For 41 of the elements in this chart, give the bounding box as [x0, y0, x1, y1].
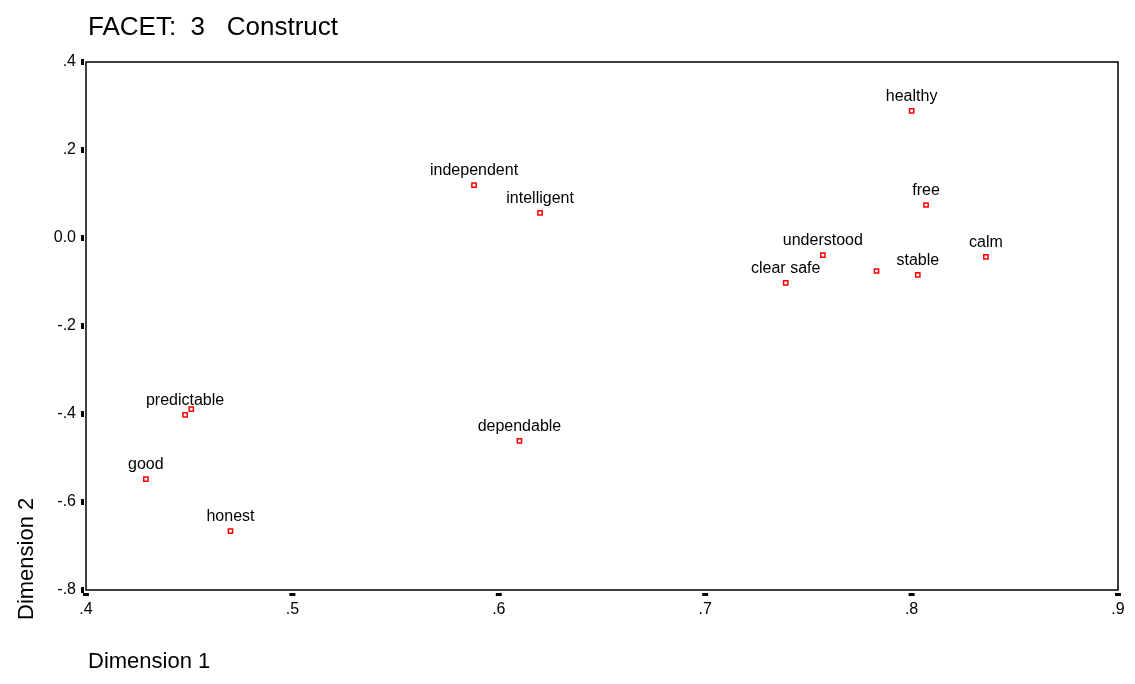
annotation: independent	[429, 161, 519, 179]
x-tick-label: .8	[904, 600, 919, 618]
x-tick-label: .6	[492, 600, 506, 618]
x-tick-label: .7	[698, 600, 712, 618]
annotation: calm	[969, 232, 1003, 250]
point	[537, 210, 543, 216]
point	[983, 254, 989, 260]
chart-title: FACET: 3 Construct	[88, 11, 339, 41]
point	[782, 280, 789, 286]
y-tick-label: .2	[62, 140, 77, 158]
point	[819, 252, 826, 259]
point	[914, 272, 921, 278]
y-tick-label: -.8	[57, 580, 77, 598]
x-tick-label: .5	[285, 600, 300, 618]
point	[471, 182, 477, 189]
annotation: honest	[206, 507, 256, 525]
point	[182, 412, 188, 418]
x-tick-label: .4	[79, 600, 93, 618]
point	[142, 476, 149, 482]
point	[516, 437, 523, 444]
point	[873, 268, 880, 274]
y-tick-label: .4	[62, 52, 77, 70]
y-tick-label: -.2	[57, 316, 77, 334]
annotation: predictable	[145, 390, 225, 408]
annotation: understood	[782, 231, 863, 249]
annotation: dependable	[477, 416, 562, 434]
point	[908, 107, 915, 114]
x-tick-label: .9	[1111, 600, 1125, 618]
annotation: healthy	[885, 86, 938, 104]
annotation: intelligent	[506, 188, 575, 206]
point	[227, 528, 234, 534]
y-axis-title: Dimension 2	[13, 497, 38, 620]
annotation: stable	[896, 250, 940, 268]
point	[923, 202, 929, 208]
annotation: free	[912, 181, 940, 198]
y-tick-label: 0.0	[53, 228, 77, 246]
x-axis-title: Dimension 1	[88, 648, 211, 673]
y-tick-label: -.6	[57, 492, 77, 510]
y-tick-label: -.4	[57, 404, 77, 422]
annotation: good	[128, 455, 164, 473]
annotation: clear safe	[751, 258, 821, 276]
